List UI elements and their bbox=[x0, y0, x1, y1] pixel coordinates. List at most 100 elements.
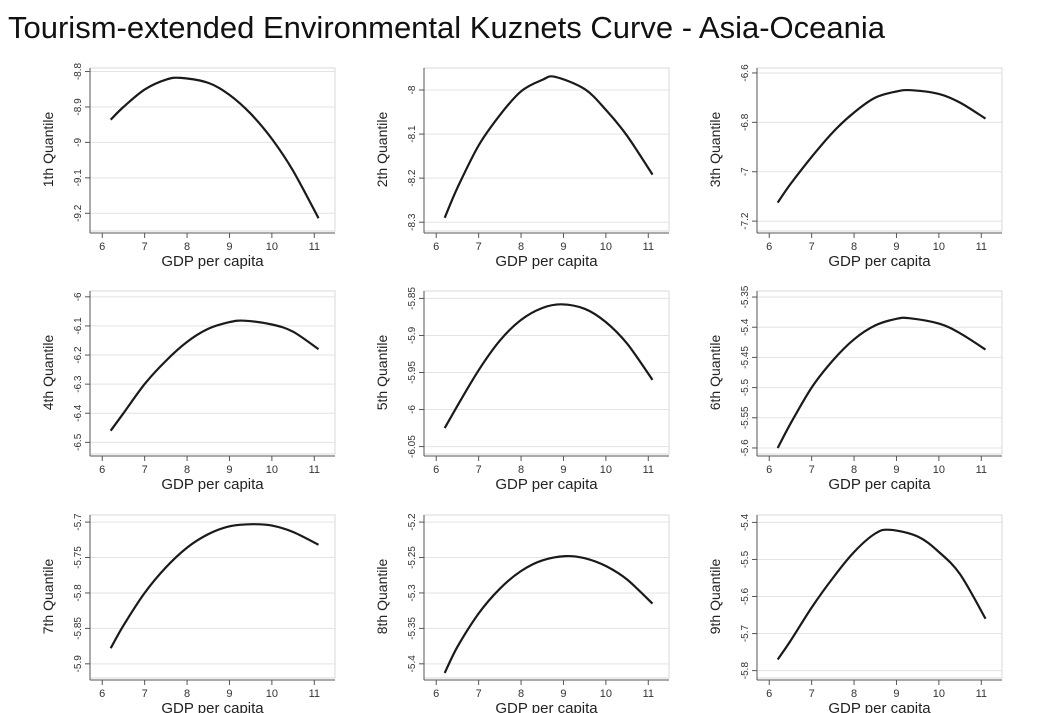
x-tick-label: 10 bbox=[933, 464, 945, 476]
x-axis-label: GDP per capita bbox=[495, 253, 598, 270]
y-tick-label: -8.1 bbox=[407, 125, 418, 143]
y-tick-label: -6 bbox=[407, 405, 418, 414]
y-tick-label: -5.6 bbox=[740, 439, 751, 457]
x-tick-label: 11 bbox=[976, 464, 987, 476]
quantile-panel-5: -6.05 -6 -5.95 -5.9 -5.85 6 7 8 9 10 11 GDP per cap… bbox=[374, 287, 670, 493]
ekc-curve bbox=[443, 75, 654, 219]
x-axis-label: GDP per capita bbox=[161, 476, 264, 493]
x-tick-label: 9 bbox=[560, 688, 566, 700]
plot-area bbox=[89, 290, 336, 455]
x-tick-label: 11 bbox=[976, 688, 987, 700]
x-tick-label: 9 bbox=[893, 464, 899, 476]
plot-area bbox=[89, 514, 336, 679]
y-tick-label: -6.2 bbox=[73, 346, 84, 364]
y-tick-label: -5.9 bbox=[407, 326, 418, 344]
ekc-curve bbox=[776, 528, 987, 661]
quantile-panel-3: -7.2 -7 -6.8 -6.6 6 7 8 9 10 11 GDP per capita 3th … bbox=[707, 64, 1003, 270]
x-axis-label: GDP per capita bbox=[828, 700, 931, 713]
x-tick-label: 9 bbox=[226, 241, 232, 253]
quantile-panel-9: -5.8 -5.7 -5.6 -5.5 -5.4 6 7 8 9 10 11 GDP per capi… bbox=[707, 513, 1003, 713]
x-tick-label: 8 bbox=[184, 688, 190, 700]
y-axis-label: 3th Quantile bbox=[707, 112, 723, 188]
page-title: Tourism-extended Environmental Kuznets C… bbox=[8, 10, 886, 45]
x-tick-label: 8 bbox=[851, 241, 857, 253]
quantile-panel-8: -5.4 -5.35 -5.3 -5.25 -5.2 6 7 8 9 10 11 GDP per ca… bbox=[374, 513, 670, 713]
x-axis-label: GDP per capita bbox=[495, 700, 598, 713]
x-tick-label: 7 bbox=[142, 464, 148, 476]
ekc-curve bbox=[443, 303, 654, 429]
y-tick-label: -5.85 bbox=[73, 617, 84, 640]
plot-area bbox=[89, 67, 336, 232]
x-tick-label: 10 bbox=[600, 241, 612, 253]
x-tick-label: 7 bbox=[809, 688, 815, 700]
x-tick-label: 9 bbox=[226, 464, 232, 476]
x-axis-label: GDP per capita bbox=[161, 253, 264, 270]
x-tick-label: 11 bbox=[309, 464, 320, 476]
x-tick-label: 7 bbox=[142, 688, 148, 700]
x-tick-label: 10 bbox=[933, 241, 945, 253]
ekc-curve bbox=[776, 88, 987, 204]
quantile-panel-7: -5.9 -5.85 -5.8 -5.75 -5.7 6 7 8 9 10 11 GDP per ca… bbox=[40, 513, 336, 713]
x-tick-label: 10 bbox=[933, 688, 945, 700]
y-tick-label: -8.2 bbox=[407, 169, 418, 187]
y-tick-label: -6.8 bbox=[740, 113, 751, 131]
x-tick-label: 10 bbox=[266, 464, 278, 476]
y-tick-label: -5.75 bbox=[73, 546, 84, 569]
x-tick-label: 9 bbox=[893, 688, 899, 700]
y-tick-label: -5.55 bbox=[740, 406, 751, 429]
y-axis-label: 6th Quantile bbox=[707, 335, 723, 411]
y-axis-label: 8th Quantile bbox=[374, 559, 390, 635]
x-tick-label: 6 bbox=[766, 464, 772, 476]
y-tick-label: -8 bbox=[407, 85, 418, 94]
x-tick-label: 7 bbox=[809, 464, 815, 476]
y-tick-label: -5.35 bbox=[740, 285, 751, 308]
y-tick-label: -7.2 bbox=[740, 212, 751, 230]
y-axis-label: 9th Quantile bbox=[707, 559, 723, 635]
x-tick-label: 10 bbox=[600, 464, 612, 476]
x-tick-label: 9 bbox=[893, 241, 899, 253]
x-tick-label: 8 bbox=[518, 688, 524, 700]
x-tick-label: 7 bbox=[476, 464, 482, 476]
y-tick-label: -6.3 bbox=[73, 375, 84, 393]
y-tick-label: -6 bbox=[73, 292, 84, 301]
x-tick-label: 11 bbox=[643, 688, 654, 700]
ekc-curve bbox=[109, 523, 320, 649]
y-tick-label: -9.1 bbox=[73, 169, 84, 187]
x-axis-label: GDP per capita bbox=[161, 700, 264, 713]
y-tick-label: -5.7 bbox=[740, 624, 751, 642]
x-tick-label: 11 bbox=[309, 241, 320, 253]
x-tick-label: 6 bbox=[766, 688, 772, 700]
y-tick-label: -5.7 bbox=[73, 513, 84, 531]
quantile-panel-1: -9.2 -9.1 -9 -8.9 -8.8 6 7 8 9 10 11 GDP per capita… bbox=[40, 62, 336, 270]
y-axis-label: 4th Quantile bbox=[40, 335, 56, 411]
y-tick-label: -9.2 bbox=[73, 204, 84, 222]
y-tick-label: -6.5 bbox=[73, 433, 84, 451]
x-tick-label: 7 bbox=[142, 241, 148, 253]
x-tick-label: 6 bbox=[99, 464, 105, 476]
x-tick-label: 10 bbox=[266, 241, 278, 253]
x-tick-label: 11 bbox=[309, 688, 320, 700]
quantile-panel-6: -5.6 -5.55 -5.5 -5.45 -5.4 -5.35 6 7 8 9 10 11 GDP p… bbox=[707, 285, 1003, 493]
plot-area bbox=[756, 290, 1003, 455]
x-tick-label: 11 bbox=[643, 464, 654, 476]
y-axis-label: 1th Quantile bbox=[40, 112, 56, 188]
x-axis-label: GDP per capita bbox=[828, 253, 931, 270]
x-tick-label: 6 bbox=[433, 241, 439, 253]
y-tick-label: -5.85 bbox=[407, 287, 418, 310]
y-tick-label: -5.5 bbox=[740, 379, 751, 397]
y-tick-label: -5.2 bbox=[407, 513, 418, 531]
y-tick-label: -6.05 bbox=[407, 435, 418, 458]
y-tick-label: -5.3 bbox=[407, 584, 418, 602]
plot-area bbox=[423, 67, 670, 232]
y-tick-label: -5.5 bbox=[740, 550, 751, 568]
y-tick-label: -5.6 bbox=[740, 587, 751, 605]
x-tick-label: 11 bbox=[976, 241, 987, 253]
y-tick-label: -5.8 bbox=[73, 584, 84, 602]
x-tick-label: 7 bbox=[476, 241, 482, 253]
plot-area bbox=[423, 514, 670, 679]
y-tick-label: -6.4 bbox=[73, 404, 84, 422]
y-tick-label: -5.4 bbox=[740, 513, 751, 531]
x-tick-label: 8 bbox=[851, 688, 857, 700]
y-tick-label: -5.25 bbox=[407, 546, 418, 569]
